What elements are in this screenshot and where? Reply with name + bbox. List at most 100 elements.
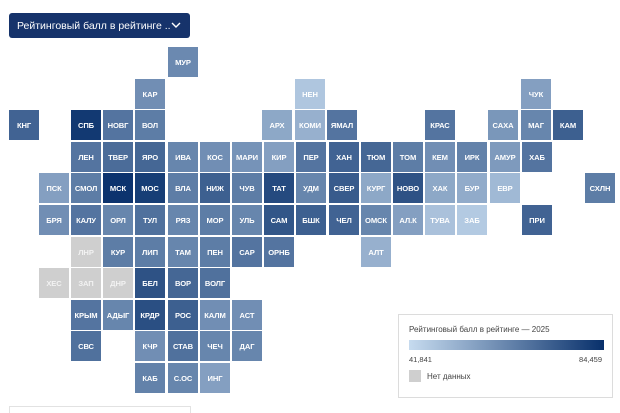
region-tile-12[interactable]: САХА [488,110,518,140]
region-tile-57[interactable]: АЛ.К [393,205,423,235]
region-tile-71[interactable]: ДНР [103,268,133,298]
region-tile-27[interactable]: ИРК [457,142,487,172]
region-code-label: ТЮМ [366,152,386,162]
region-tile-52[interactable]: УЛЬ [232,205,262,235]
region-tile-86[interactable]: КАБ [135,363,165,393]
region-tile-58[interactable]: ТУВА [425,205,455,235]
legend-color-scale [409,340,604,350]
region-tile-4[interactable]: КНГ [9,110,39,140]
region-tile-83[interactable]: СТАВ [168,331,198,361]
region-tile-40[interactable]: КУРГ [361,173,391,203]
region-tile-60[interactable]: ПРИ [522,205,552,235]
region-tile-16[interactable]: ТВЕР [103,142,133,172]
region-tile-1[interactable]: НЕН [295,79,325,109]
region-tile-32[interactable]: МСК [103,173,133,203]
region-tile-73[interactable]: ВОР [168,268,198,298]
region-tile-13[interactable]: МАГ [521,110,551,140]
region-tile-22[interactable]: ПЕР [296,142,326,172]
region-tile-0[interactable]: МУР [168,47,198,77]
region-tile-78[interactable]: РОС [168,300,198,330]
region-tile-72[interactable]: БЕЛ [135,268,165,298]
region-tile-11[interactable]: КРАС [425,110,455,140]
region-code-label: УДМ [303,183,319,193]
region-tile-55[interactable]: ЧЕЛ [329,205,359,235]
indicator-dropdown[interactable]: Рейтинговый балл в рейтинге ... [9,13,190,38]
region-tile-31[interactable]: СМОЛ [71,173,101,203]
region-tile-69[interactable]: ХЕС [39,268,69,298]
region-tile-76[interactable]: АДЫГ [103,300,133,330]
region-tile-20[interactable]: МАРИ [232,142,262,172]
region-tile-36[interactable]: ЧУВ [232,173,262,203]
region-tile-23[interactable]: ХАН [329,142,359,172]
region-tile-9[interactable]: КОМИ [295,110,325,140]
region-tile-15[interactable]: ЛЕН [71,142,101,172]
region-tile-67[interactable]: ОРНБ [264,237,294,267]
region-code-label: КРЫМ [74,310,98,320]
region-tile-6[interactable]: НОВГ [103,110,133,140]
region-tile-25[interactable]: ТОМ [393,142,423,172]
region-tile-2[interactable]: ЧУК [521,79,551,109]
region-tile-46[interactable]: БРЯ [39,205,69,235]
region-tile-54[interactable]: БШК [296,205,326,235]
region-code-label: БУР [464,183,480,193]
region-tile-8[interactable]: АРХ [262,110,292,140]
region-tile-81[interactable]: СВС [71,331,101,361]
region-tile-41[interactable]: НОВО [393,173,423,203]
region-tile-18[interactable]: ИВА [168,142,198,172]
region-tile-34[interactable]: ВЛА [168,173,198,203]
region-tile-17[interactable]: ЯРО [135,142,165,172]
region-tile-7[interactable]: ВОЛ [135,110,165,140]
region-tile-70[interactable]: ЗАП [71,268,101,298]
region-tile-5[interactable]: СПБ [71,110,101,140]
region-tile-28[interactable]: АМУР [490,142,520,172]
region-tile-66[interactable]: САР [232,237,262,267]
region-tile-38[interactable]: УДМ [296,173,326,203]
region-code-label: МУР [175,57,191,67]
region-tile-80[interactable]: АСТ [232,300,262,330]
region-tile-43[interactable]: БУР [457,173,487,203]
region-tile-24[interactable]: ТЮМ [361,142,391,172]
region-tile-51[interactable]: МОР [200,205,230,235]
region-tile-45[interactable]: СХЛН [585,173,615,203]
region-tile-63[interactable]: ЛИП [135,237,165,267]
region-tile-3[interactable]: КАР [135,79,165,109]
region-tile-88[interactable]: ИНГ [200,363,230,393]
region-tile-49[interactable]: ТУЛ [135,205,165,235]
region-tile-56[interactable]: ОМСК [361,205,391,235]
region-tile-19[interactable]: КОС [200,142,230,172]
region-tile-39[interactable]: СВЕР [329,173,359,203]
region-tile-62[interactable]: КУР [103,237,133,267]
region-tile-30[interactable]: ПСК [39,173,69,203]
map-legend: Рейтинговый балл в рейтинге — 2025 41,84… [398,314,613,398]
region-code-label: ЧЕЛ [336,215,352,225]
region-tile-26[interactable]: КЕМ [425,142,455,172]
region-tile-21[interactable]: КИР [264,142,294,172]
region-tile-59[interactable]: ЗАБ [457,205,487,235]
region-tile-42[interactable]: ХАК [425,173,455,203]
region-tile-29[interactable]: ХАБ [522,142,552,172]
region-tile-85[interactable]: ДАГ [232,331,262,361]
region-tile-79[interactable]: КАЛМ [200,300,230,330]
region-tile-48[interactable]: ОРЛ [103,205,133,235]
region-tile-84[interactable]: ЧЕЧ [200,331,230,361]
region-code-label: САМ [270,215,288,225]
region-tile-33[interactable]: МОС [135,173,165,203]
region-tile-68[interactable]: АЛТ [361,237,391,267]
region-tile-77[interactable]: КРДР [135,300,165,330]
region-tile-47[interactable]: КАЛУ [71,205,101,235]
region-tile-35[interactable]: НИЖ [200,173,230,203]
region-tile-82[interactable]: КЧР [135,331,165,361]
region-tile-53[interactable]: САМ [264,205,294,235]
region-tile-75[interactable]: КРЫМ [71,300,101,330]
region-tile-61[interactable]: ЛНР [71,237,101,267]
region-tile-10[interactable]: ЯМАЛ [327,110,357,140]
region-tile-74[interactable]: ВОЛГ [200,268,230,298]
region-tile-87[interactable]: С.ОС [168,363,198,393]
legend-title: Рейтинговый балл в рейтинге — 2025 [409,325,550,334]
region-tile-37[interactable]: ТАТ [264,173,294,203]
region-tile-44[interactable]: ЕВР [490,173,520,203]
region-tile-14[interactable]: КАМ [553,110,583,140]
region-tile-64[interactable]: ТАМ [168,237,198,267]
region-tile-50[interactable]: РЯЗ [168,205,198,235]
region-tile-65[interactable]: ПЕН [200,237,230,267]
